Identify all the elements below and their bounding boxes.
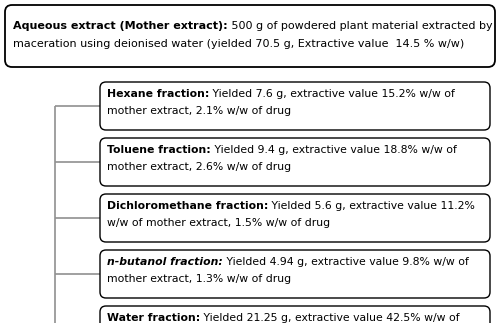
Text: mother extract, 2.1% w/w of drug: mother extract, 2.1% w/w of drug — [107, 106, 291, 116]
FancyBboxPatch shape — [100, 194, 490, 242]
Text: Yielded 21.25 g, extractive value 42.5% w/w of: Yielded 21.25 g, extractive value 42.5% … — [200, 313, 460, 323]
FancyBboxPatch shape — [100, 138, 490, 186]
Text: Toluene fraction:: Toluene fraction: — [107, 145, 211, 155]
Text: Yielded 7.6 g, extractive value 15.2% w/w of: Yielded 7.6 g, extractive value 15.2% w/… — [210, 89, 455, 99]
Text: 500 g of powdered plant material extracted by: 500 g of powdered plant material extract… — [228, 21, 492, 31]
FancyBboxPatch shape — [100, 306, 490, 323]
Text: mother extract, 2.6% w/w of drug: mother extract, 2.6% w/w of drug — [107, 162, 291, 172]
Text: Aqueous extract (Mother extract):: Aqueous extract (Mother extract): — [13, 21, 228, 31]
Text: Water fraction:: Water fraction: — [107, 313, 200, 323]
Text: Yielded 4.94 g, extractive value 9.8% w/w of: Yielded 4.94 g, extractive value 9.8% w/… — [223, 257, 468, 267]
Text: Yielded 5.6 g, extractive value 11.2%: Yielded 5.6 g, extractive value 11.2% — [268, 201, 475, 211]
FancyBboxPatch shape — [100, 250, 490, 298]
Text: w/w of mother extract, 1.5% w/w of drug: w/w of mother extract, 1.5% w/w of drug — [107, 218, 330, 228]
FancyBboxPatch shape — [5, 5, 495, 67]
FancyBboxPatch shape — [100, 82, 490, 130]
Text: Yielded 9.4 g, extractive value 18.8% w/w of: Yielded 9.4 g, extractive value 18.8% w/… — [211, 145, 456, 155]
Text: Hexane fraction:: Hexane fraction: — [107, 89, 210, 99]
Text: maceration using deionised water (yielded 70.5 g, Extractive value  14.5 % w/w): maceration using deionised water (yielde… — [13, 39, 464, 49]
Text: Dichloromethane fraction:: Dichloromethane fraction: — [107, 201, 268, 211]
Text: mother extract, 1.3% w/w of drug: mother extract, 1.3% w/w of drug — [107, 274, 291, 284]
Text: n-butanol fraction:: n-butanol fraction: — [107, 257, 223, 267]
